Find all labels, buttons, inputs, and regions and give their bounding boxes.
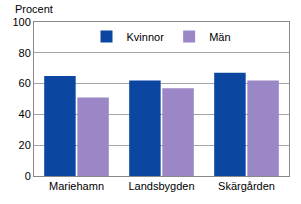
svg-text:Landsbygden: Landsbygden bbox=[128, 180, 194, 192]
svg-text:Mariehamn: Mariehamn bbox=[49, 180, 104, 192]
svg-text:Skärgården: Skärgården bbox=[218, 180, 275, 192]
svg-text:40: 40 bbox=[19, 108, 31, 120]
svg-text:Män: Män bbox=[209, 31, 230, 43]
svg-text:Procent: Procent bbox=[15, 3, 53, 15]
svg-text:Kvinnor: Kvinnor bbox=[127, 31, 165, 43]
svg-text:0: 0 bbox=[25, 170, 31, 182]
svg-text:80: 80 bbox=[19, 47, 31, 59]
svg-text:20: 20 bbox=[19, 139, 31, 151]
svg-text:100: 100 bbox=[12, 16, 30, 28]
svg-text:60: 60 bbox=[19, 77, 31, 89]
